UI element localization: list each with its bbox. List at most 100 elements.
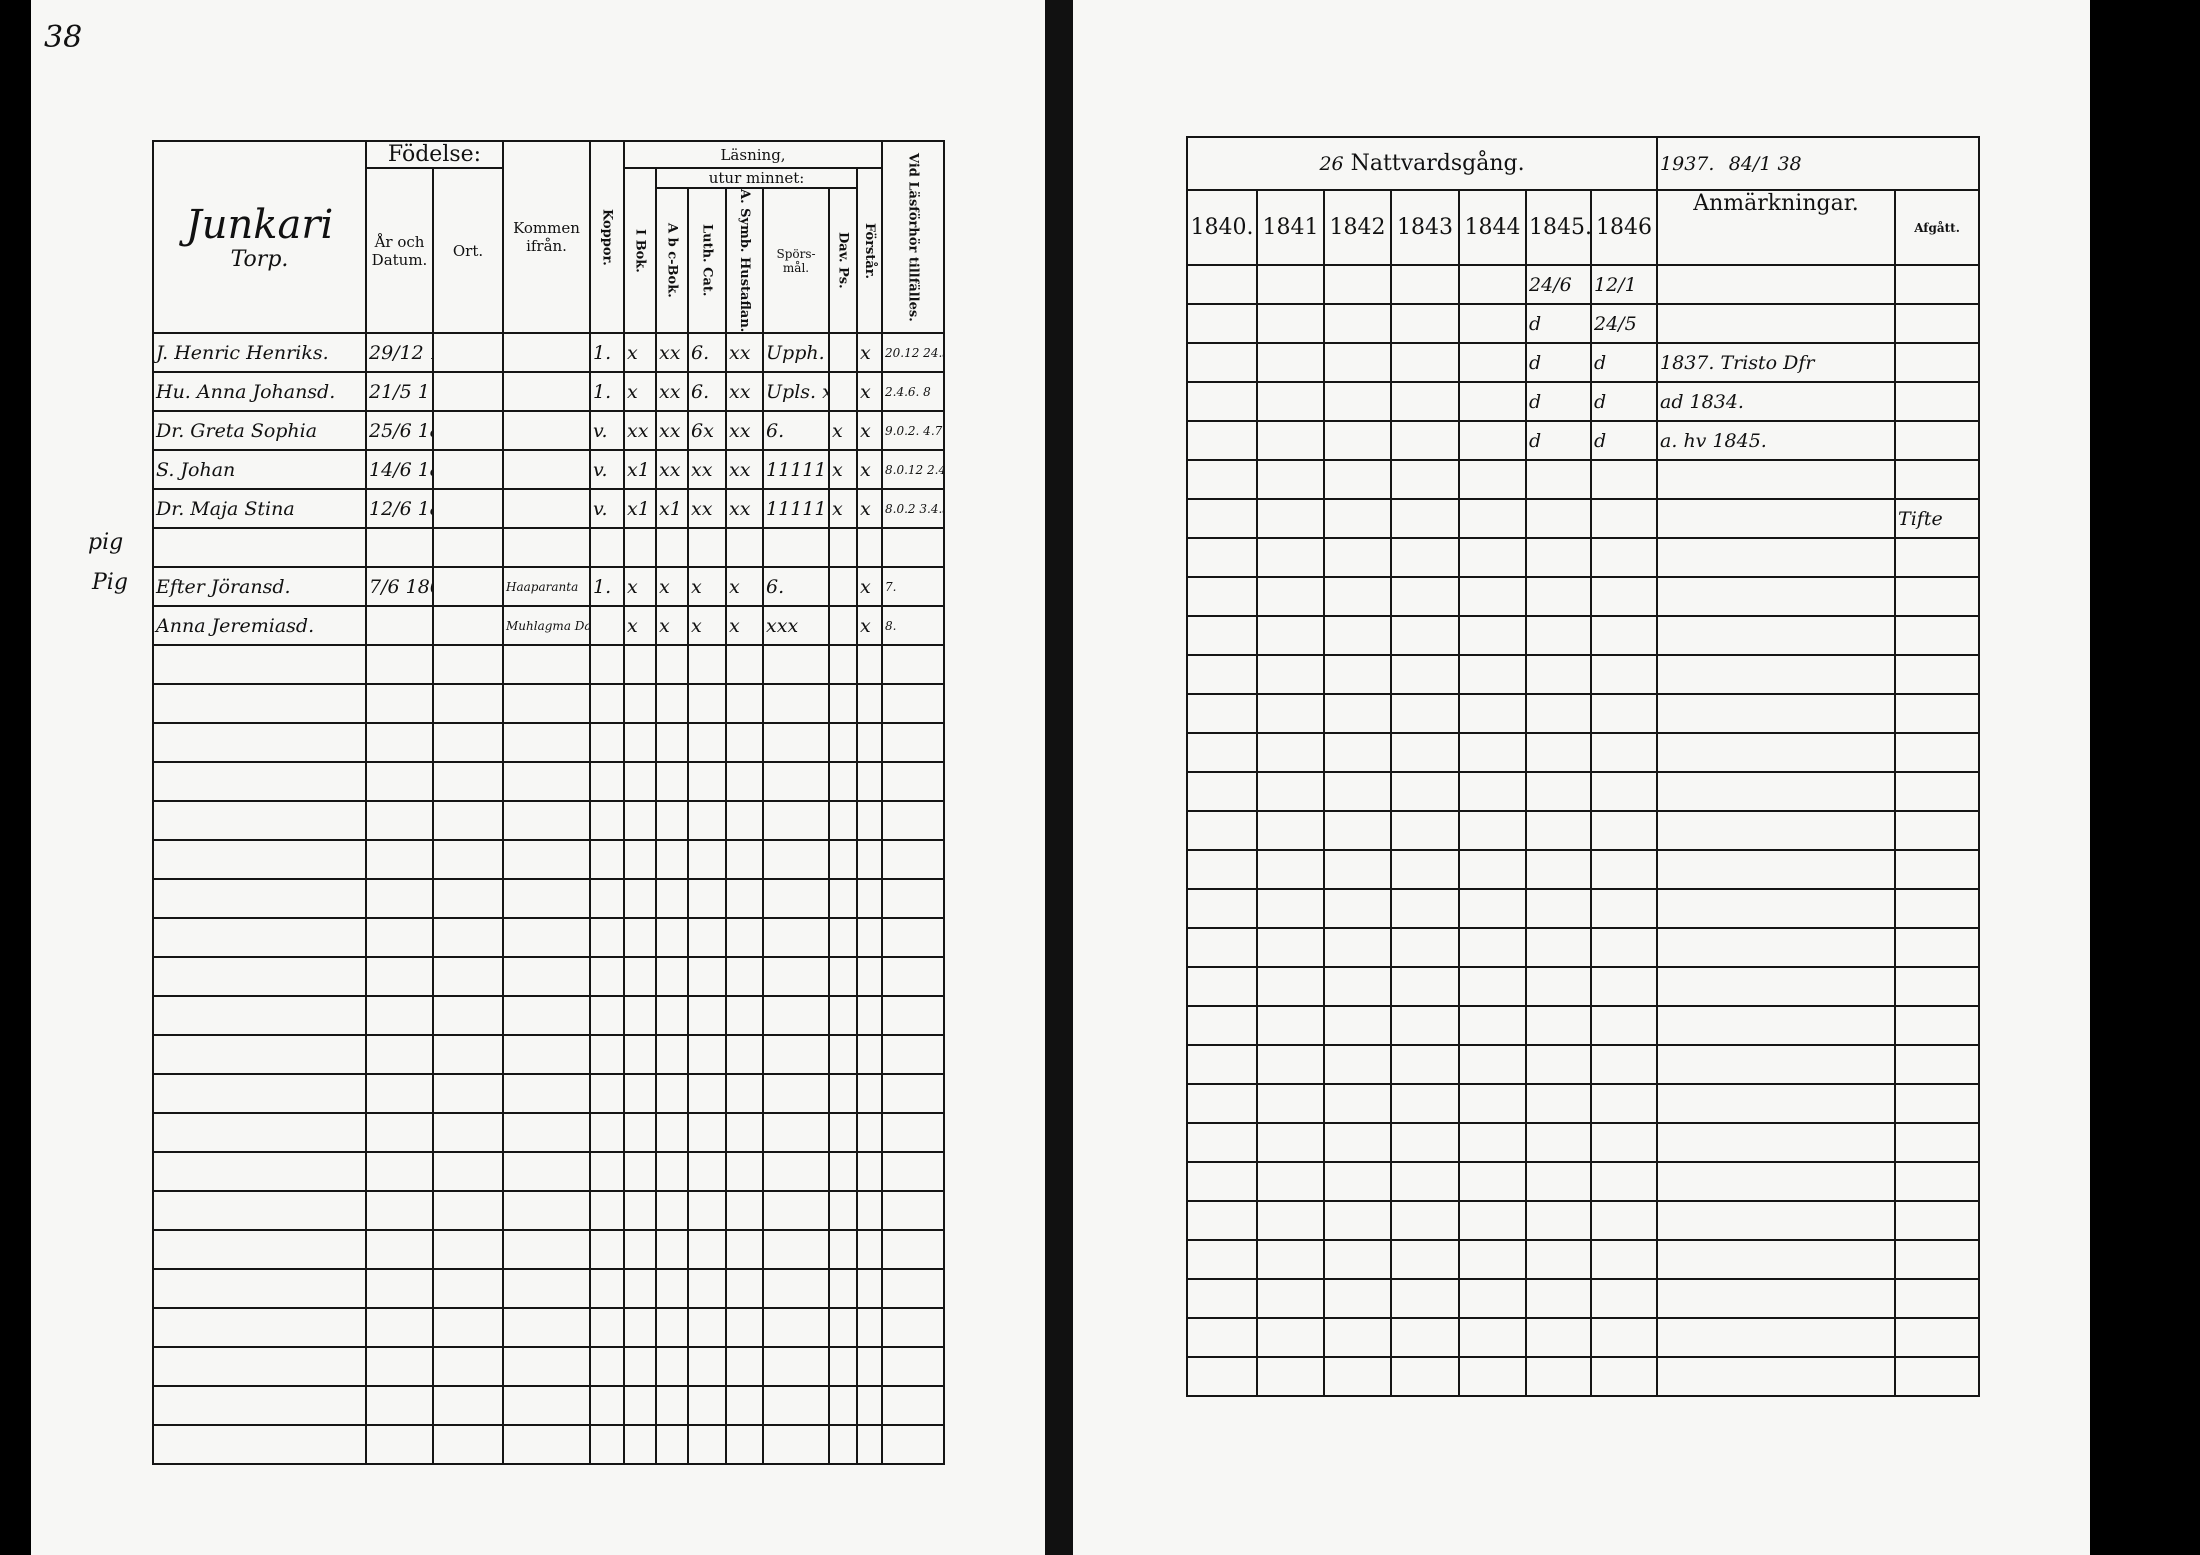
table-cell: xx [725, 332, 765, 374]
table-cell: v. [589, 410, 626, 452]
table-cell [828, 800, 859, 842]
table-cell [856, 1190, 884, 1232]
table-cell [828, 722, 859, 764]
table-cell: 6x [687, 410, 728, 452]
table-cell [856, 878, 884, 920]
table-cell [1525, 849, 1592, 890]
table-cell [623, 917, 658, 959]
table-cell [1256, 537, 1325, 578]
table-cell [856, 683, 884, 725]
table-cell [1656, 1044, 1897, 1085]
table-cell [502, 332, 592, 374]
table-cell [687, 995, 728, 1037]
table-cell [762, 800, 831, 842]
table-row: J. Henric Henriks.29/12 17871.xxx6.xxUpp… [152, 332, 946, 374]
book-heading: I Bok. [623, 166, 658, 335]
table-cell: Dr. Greta Sophia [152, 410, 367, 452]
table-cell [1589, 732, 1659, 773]
table-cell [762, 1424, 831, 1466]
table-cell: xx [655, 410, 690, 452]
table-cell [589, 878, 626, 920]
smallpox-heading: Koppor. [589, 139, 626, 335]
table-cell [1894, 1356, 1981, 1397]
table-cell [1186, 888, 1258, 929]
table-cell [828, 1034, 859, 1076]
table-cell [152, 800, 367, 842]
table-cell [828, 1073, 859, 1115]
table-cell [502, 839, 592, 881]
table-cell [1323, 693, 1392, 734]
table-cell [431, 1385, 505, 1427]
table-cell [152, 1307, 367, 1349]
table-cell [1323, 1239, 1392, 1280]
table-cell [828, 683, 859, 725]
table-cell [762, 995, 831, 1037]
table-cell [1894, 615, 1981, 656]
table-cell [1186, 966, 1258, 1007]
table-cell [655, 1268, 690, 1310]
table-cell [365, 1190, 434, 1232]
table-cell [828, 839, 859, 881]
table-row [152, 1307, 946, 1349]
table-cell [1458, 1083, 1527, 1124]
table-cell [1256, 771, 1325, 812]
table-cell: d [1589, 342, 1659, 383]
table-row [1186, 537, 1981, 578]
table-cell [1525, 1317, 1592, 1358]
table-cell [881, 839, 946, 881]
table-row: d 24/5 [1186, 303, 1981, 344]
table-cell [502, 917, 592, 959]
table-cell [828, 1229, 859, 1271]
table-cell [1894, 654, 1981, 695]
table-cell [856, 761, 884, 803]
table-cell [1186, 732, 1258, 773]
table-cell [1323, 576, 1392, 617]
table-row [1186, 771, 1981, 812]
table-cell [431, 410, 505, 452]
table-cell [1458, 1161, 1527, 1202]
table-cell [365, 839, 434, 881]
table-cell [1323, 1161, 1392, 1202]
table-cell [762, 878, 831, 920]
table-cell: J. Henric Henriks. [152, 332, 367, 374]
table-cell [502, 449, 592, 491]
table-cell [655, 1346, 690, 1388]
table-cell [1256, 810, 1325, 851]
table-cell: x [623, 605, 658, 647]
table-row [1186, 966, 1981, 1007]
table-row [152, 1229, 946, 1271]
table-cell: Dr. Maja Stina [152, 488, 367, 530]
table-cell [431, 722, 505, 764]
table-cell [725, 1151, 765, 1193]
table-cell [881, 1229, 946, 1271]
table-cell [1656, 1083, 1897, 1124]
table-cell [623, 1346, 658, 1388]
table-cell [1894, 1239, 1981, 1280]
page-number: 38 [44, 20, 83, 55]
table-cell: d [1525, 420, 1592, 461]
table-cell [1525, 654, 1592, 695]
table-cell: 29/12 1787 [365, 332, 434, 374]
table-cell [431, 605, 505, 647]
table-row: Anna Jeremiasd.Muhlagma Danmarkxxxxxxxx8… [152, 605, 946, 647]
table-cell [1656, 1356, 1897, 1397]
table-cell [828, 1112, 859, 1154]
table-cell [152, 1073, 367, 1115]
table-cell [1656, 732, 1897, 773]
table-cell: xx [687, 488, 728, 530]
table-cell [431, 1424, 505, 1466]
table-cell [365, 800, 434, 842]
table-row [152, 1034, 946, 1076]
table-cell [655, 1385, 690, 1427]
table-cell [431, 1112, 505, 1154]
table-cell [1525, 498, 1592, 539]
table-row [152, 1151, 946, 1193]
table-cell [1256, 1083, 1325, 1124]
table-cell [1656, 459, 1897, 500]
table-row [152, 956, 946, 998]
table-cell [1589, 1356, 1659, 1397]
table-cell [1589, 1317, 1659, 1358]
table-cell [365, 1307, 434, 1349]
table-cell [152, 1385, 367, 1427]
